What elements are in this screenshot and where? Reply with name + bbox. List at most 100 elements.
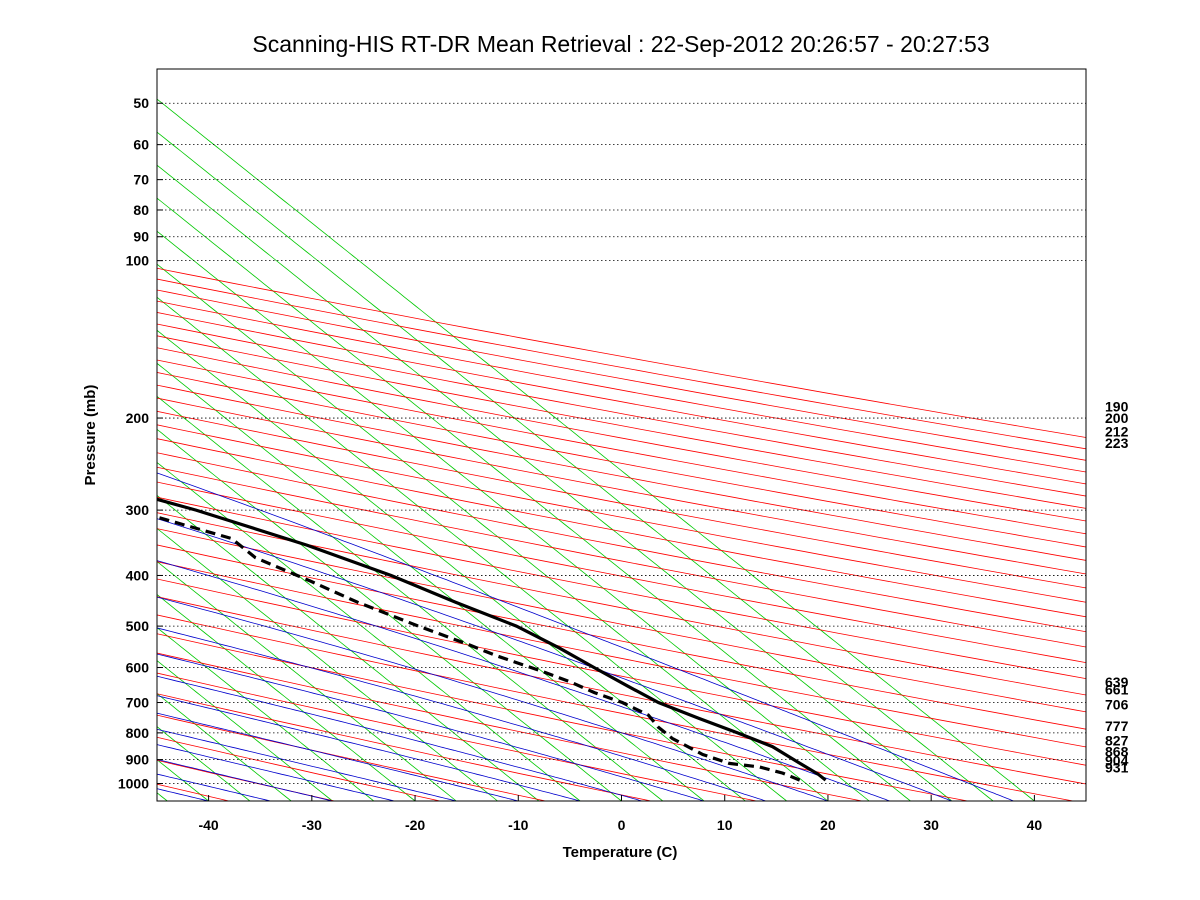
y-tick-label: 70 [133, 172, 149, 188]
moist-adiabat-line [157, 627, 767, 801]
dry-adiabat-line [157, 347, 1086, 522]
x-tick-label: -10 [508, 817, 528, 833]
right-level-label: 904 [1105, 753, 1129, 769]
y-tick-label: 700 [126, 695, 150, 711]
x-tick-label: -40 [198, 817, 218, 833]
x-tick-label: 30 [923, 817, 939, 833]
dry-adiabat-line [157, 633, 968, 801]
mixing-ratio-line [157, 164, 953, 801]
y-axis-label: Pressure (mb) [82, 385, 99, 486]
moist-adiabat-line [157, 712, 519, 801]
x-tick-label: -30 [302, 817, 322, 833]
dry-adiabat-line [157, 652, 863, 801]
x-tick-label: 40 [1027, 817, 1043, 833]
mixing-ratio-line [157, 362, 705, 801]
x-tick-label: 10 [717, 817, 733, 833]
moist-adiabat-line [157, 518, 952, 801]
moist-adiabat-line [157, 695, 581, 801]
y-tick-label: 100 [126, 253, 150, 269]
mixing-ratio-line [157, 197, 911, 801]
mixing-ratio-line [157, 131, 994, 801]
mixing-ratio-line [157, 594, 416, 801]
y-tick-label: 200 [126, 410, 150, 426]
right-level-label: 661 [1105, 682, 1129, 698]
y-tick-label: 800 [126, 725, 150, 741]
temperature-profile-line [157, 497, 827, 782]
x-tick-label: 0 [618, 817, 626, 833]
mixing-ratio-line [157, 428, 622, 801]
moist-adiabat-line [157, 675, 643, 801]
y-tick-label: 400 [126, 567, 150, 583]
y-tick-label: 80 [133, 202, 149, 218]
dry-adiabat-line [157, 267, 1086, 438]
dry-adiabat-line [157, 278, 1086, 450]
moist-adiabat-line [157, 596, 829, 801]
chart-title: Scanning-HIS RT-DR Mean Retrieval : 22-S… [252, 31, 989, 57]
moist-adiabat-line [157, 560, 891, 801]
mixing-ratio-line [157, 627, 375, 801]
moist-adiabat-line [157, 728, 457, 801]
dry-adiabat-line [157, 300, 1086, 473]
right-level-label: 931 [1105, 759, 1129, 775]
mixing-ratio-line [157, 461, 581, 801]
right-level-label: 868 [1105, 743, 1129, 759]
dewpoint-profile-line [157, 515, 801, 782]
mixing-ratio-line [157, 527, 498, 801]
dry-adiabat-line [157, 424, 1086, 603]
dry-adiabat-line [157, 335, 1086, 509]
right-level-label: 200 [1105, 410, 1129, 426]
moist-adiabat-line [157, 759, 333, 801]
right-level-label: 639 [1105, 674, 1129, 690]
y-tick-label: 60 [133, 137, 149, 153]
y-axis-ticks: 50 60 70 80 90 100 200 300 400 500 600 700 800 900 100… [118, 95, 163, 792]
dry-adiabat-line [157, 359, 1086, 535]
y-tick-label: 90 [133, 229, 149, 245]
mixing-ratio-line [157, 660, 333, 801]
y-tick-label: 900 [126, 752, 150, 768]
dry-adiabat-line [157, 312, 1086, 485]
dry-adiabat-line [157, 384, 1086, 561]
y-tick-label: 50 [133, 95, 149, 111]
dry-adiabat-line [157, 561, 1086, 748]
mixing-ratio-line [157, 395, 664, 801]
dry-adiabat-line [157, 596, 1086, 785]
right-level-label: 212 [1105, 423, 1129, 439]
dry-adiabat-line [157, 372, 1086, 548]
mixing-ratio-line [157, 494, 540, 801]
right-level-label: 777 [1105, 718, 1129, 734]
dry-adiabat-line [157, 578, 1086, 766]
sounding-profiles [157, 497, 827, 782]
right-level-label: 223 [1105, 435, 1129, 451]
dry-adiabat-line [157, 289, 1086, 461]
dry-adiabat-line [157, 528, 1086, 713]
mixing-ratio-line [157, 230, 870, 801]
x-axis-label: Temperature (C) [563, 844, 678, 861]
x-tick-label: 20 [820, 817, 836, 833]
mixing-ratio-line [157, 329, 746, 801]
moist-adiabat-line [157, 653, 705, 801]
moist-adiabat-line [157, 472, 1014, 801]
y-tick-label: 1000 [118, 776, 149, 792]
dry-adiabat-line [157, 410, 1086, 589]
dry-adiabat-line [157, 614, 1074, 801]
dry-adiabat-line [157, 672, 757, 801]
dry-adiabat-line [157, 397, 1086, 575]
x-tick-label: -20 [405, 817, 425, 833]
mixing-ratio-line [157, 560, 457, 801]
y-tick-label: 500 [126, 618, 150, 634]
moist-adiabat-line [157, 744, 395, 801]
dry-adiabat-line [157, 544, 1086, 730]
thermodynamic-background-lines [157, 98, 1086, 801]
dry-adiabat-line [157, 323, 1086, 497]
right-level-label: 827 [1105, 732, 1129, 748]
right-level-label: 190 [1105, 398, 1129, 414]
mixing-ratio-line [157, 98, 1035, 801]
right-level-label: 706 [1105, 696, 1129, 712]
y-tick-label: 600 [126, 660, 150, 676]
dry-adiabat-line [157, 512, 1086, 696]
mixing-ratio-line [157, 263, 829, 801]
y-tick-label: 300 [126, 502, 150, 518]
x-axis-ticks: -40 -30 -20 -10 0 10 20 30 40 [198, 795, 1042, 833]
